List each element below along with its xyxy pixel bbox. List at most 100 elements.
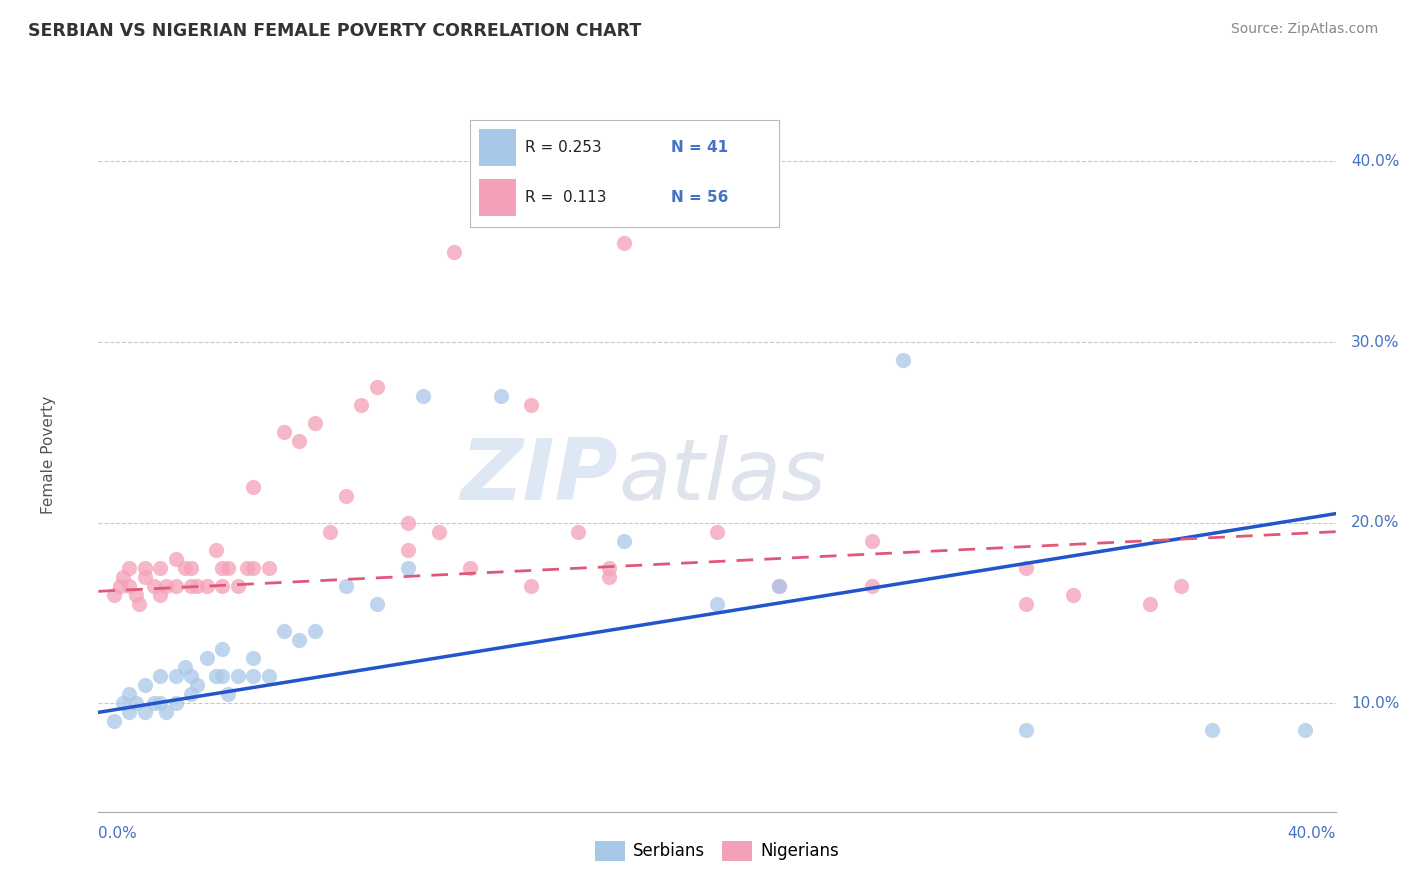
Point xyxy=(149,696,172,710)
Point xyxy=(186,678,208,692)
Point xyxy=(211,579,233,593)
Point xyxy=(396,561,419,575)
Point xyxy=(149,669,172,683)
Point xyxy=(613,235,636,250)
Point xyxy=(118,687,141,701)
Point xyxy=(155,706,177,720)
Point xyxy=(613,533,636,548)
Point xyxy=(288,434,311,449)
Point xyxy=(174,561,197,575)
Point xyxy=(273,624,295,638)
Point xyxy=(860,579,883,593)
Point xyxy=(427,524,450,539)
Point xyxy=(143,696,166,710)
Point xyxy=(134,561,156,575)
Point xyxy=(128,597,150,611)
Point xyxy=(112,570,135,584)
Legend: Serbians, Nigerians: Serbians, Nigerians xyxy=(588,834,846,868)
Point xyxy=(520,579,543,593)
Text: Female Poverty: Female Poverty xyxy=(41,396,56,514)
Point xyxy=(118,579,141,593)
Point xyxy=(443,244,465,259)
Point xyxy=(217,687,239,701)
Point xyxy=(242,479,264,493)
Point xyxy=(706,524,728,539)
Point xyxy=(211,669,233,683)
Point xyxy=(226,579,249,593)
Point xyxy=(186,579,208,593)
Point xyxy=(396,516,419,530)
Point xyxy=(567,524,589,539)
Point xyxy=(1015,561,1038,575)
Point xyxy=(124,696,146,710)
Point xyxy=(112,696,135,710)
Point xyxy=(242,669,264,683)
Text: 0.0%: 0.0% xyxy=(98,826,138,841)
Point xyxy=(236,561,259,575)
Point xyxy=(205,669,228,683)
Point xyxy=(768,579,790,593)
Point xyxy=(118,706,141,720)
Point xyxy=(180,579,202,593)
Point xyxy=(304,417,326,431)
Point xyxy=(165,696,187,710)
Point xyxy=(165,551,187,566)
Point xyxy=(273,425,295,440)
Point xyxy=(149,561,172,575)
Point xyxy=(155,579,177,593)
Text: Source: ZipAtlas.com: Source: ZipAtlas.com xyxy=(1230,22,1378,37)
Point xyxy=(335,489,357,503)
Point xyxy=(242,561,264,575)
Point xyxy=(180,561,202,575)
Point xyxy=(257,669,280,683)
Point xyxy=(489,389,512,403)
Point xyxy=(226,669,249,683)
Text: ZIP: ZIP xyxy=(460,434,619,518)
Point xyxy=(211,561,233,575)
Point xyxy=(1139,597,1161,611)
Point xyxy=(319,524,342,539)
Point xyxy=(1015,723,1038,738)
Point xyxy=(134,706,156,720)
Point xyxy=(124,588,146,602)
Point xyxy=(598,570,620,584)
Text: atlas: atlas xyxy=(619,434,827,518)
Point xyxy=(118,561,141,575)
Point xyxy=(860,533,883,548)
Point xyxy=(1062,588,1084,602)
Text: 20.0%: 20.0% xyxy=(1351,516,1399,530)
Point xyxy=(108,579,131,593)
Point xyxy=(174,660,197,674)
Text: 10.0%: 10.0% xyxy=(1351,696,1399,711)
Point xyxy=(598,561,620,575)
Text: 40.0%: 40.0% xyxy=(1288,826,1336,841)
Point xyxy=(288,633,311,648)
Point xyxy=(706,597,728,611)
Point xyxy=(335,579,357,593)
Point xyxy=(195,579,218,593)
Point xyxy=(165,579,187,593)
Point xyxy=(1015,597,1038,611)
Point xyxy=(1201,723,1223,738)
Text: 30.0%: 30.0% xyxy=(1351,334,1399,350)
Point xyxy=(165,669,187,683)
Point xyxy=(180,687,202,701)
Text: 40.0%: 40.0% xyxy=(1351,153,1399,169)
Point xyxy=(180,669,202,683)
Point xyxy=(520,398,543,412)
Point xyxy=(304,624,326,638)
Point xyxy=(217,561,239,575)
Point xyxy=(350,398,373,412)
Point xyxy=(366,380,388,394)
Point xyxy=(134,570,156,584)
Point xyxy=(458,561,481,575)
Point xyxy=(195,651,218,665)
Point xyxy=(103,714,125,729)
Point xyxy=(134,678,156,692)
Point xyxy=(149,588,172,602)
Point xyxy=(412,389,434,403)
Point xyxy=(257,561,280,575)
Point xyxy=(211,642,233,657)
Point xyxy=(768,579,790,593)
Text: SERBIAN VS NIGERIAN FEMALE POVERTY CORRELATION CHART: SERBIAN VS NIGERIAN FEMALE POVERTY CORRE… xyxy=(28,22,641,40)
